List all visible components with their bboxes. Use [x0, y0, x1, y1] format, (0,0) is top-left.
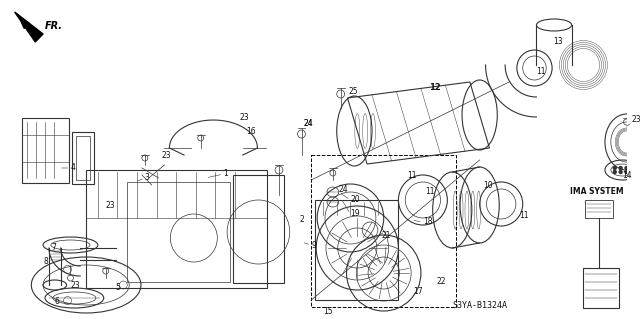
Bar [311, 155, 456, 307]
Bar [586, 200, 612, 218]
Circle shape [625, 170, 628, 174]
Text: 2: 2 [300, 216, 304, 225]
Text: 19: 19 [351, 210, 360, 219]
Text: 20: 20 [351, 196, 360, 204]
Circle shape [619, 167, 622, 169]
Text: 24: 24 [303, 120, 313, 129]
Text: 23: 23 [161, 151, 171, 160]
Text: 10: 10 [484, 181, 493, 189]
Text: 11: 11 [407, 170, 417, 180]
Text: 14: 14 [623, 170, 632, 180]
Text: 24: 24 [339, 186, 348, 195]
Text: 16: 16 [246, 128, 256, 137]
Bar [584, 268, 619, 308]
Text: 11: 11 [519, 211, 529, 219]
Text: 21: 21 [382, 232, 391, 241]
Circle shape [613, 170, 616, 174]
Text: 23: 23 [240, 114, 250, 122]
Circle shape [625, 167, 628, 169]
Text: 25: 25 [349, 87, 358, 97]
Text: 15: 15 [323, 308, 333, 316]
Text: FR.: FR. [45, 21, 63, 31]
Bar [72, 132, 94, 184]
Bar [86, 170, 268, 288]
Text: 22: 22 [436, 278, 446, 286]
Polygon shape [15, 12, 43, 42]
Circle shape [619, 170, 622, 174]
Text: 12: 12 [429, 84, 440, 93]
Text: S3YA-B1324A: S3YA-B1324A [452, 300, 507, 309]
Bar [316, 200, 399, 300]
Text: 11: 11 [536, 68, 546, 77]
Text: 6: 6 [55, 298, 60, 307]
Text: 3: 3 [145, 174, 150, 182]
Text: 24: 24 [303, 120, 313, 129]
Bar [233, 175, 284, 283]
Text: 1: 1 [223, 169, 228, 179]
Text: 13: 13 [553, 38, 563, 47]
Circle shape [613, 167, 616, 169]
Text: 5: 5 [115, 284, 120, 293]
Text: 17: 17 [413, 287, 423, 296]
Text: 7: 7 [51, 243, 56, 253]
Text: 18: 18 [423, 218, 433, 226]
Text: 4: 4 [70, 164, 76, 173]
Bar [127, 182, 230, 282]
Text: IMA SYSTEM: IMA SYSTEM [570, 188, 624, 197]
Text: 23: 23 [70, 280, 80, 290]
Text: 11: 11 [425, 188, 435, 197]
Text: 9: 9 [311, 241, 316, 249]
Bar [76, 136, 90, 180]
Text: 8: 8 [43, 257, 48, 266]
Bar [22, 118, 68, 183]
Text: 23: 23 [106, 201, 115, 210]
Text: 23: 23 [632, 115, 640, 124]
